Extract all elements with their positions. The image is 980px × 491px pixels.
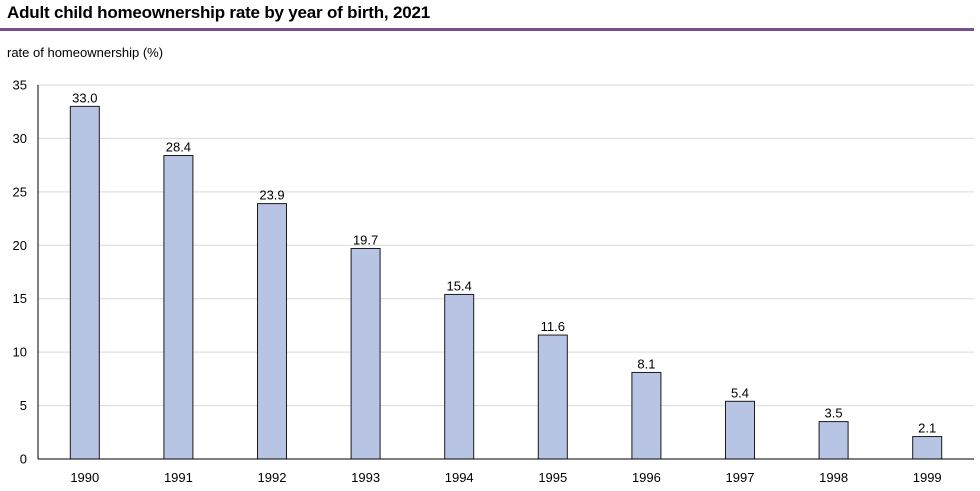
x-axis-ticks: 1990 1991 1992 1993 1994 1995 1996 1997 1998 1999: [70, 470, 941, 485]
bar-1999: [912, 436, 943, 460]
data-label-1993: 19.7: [353, 232, 378, 247]
bar-1996: [631, 371, 662, 460]
x-tick-label-1991: 1991: [164, 470, 193, 485]
x-tick-label-1995: 1995: [538, 470, 567, 485]
bar-1995: [537, 334, 568, 460]
y-tick-label-10: 10: [13, 345, 27, 360]
x-tick-label-1992: 1992: [258, 470, 287, 485]
y-tick-label-15: 15: [13, 291, 27, 306]
bar-1990: [69, 105, 100, 460]
data-labels: 33.0 28.4 23.9 19.7 15.4 11.6 8.1 5.4 3.5 2.1: [72, 90, 936, 435]
bar-1998: [818, 421, 849, 460]
bar-1993: [350, 247, 381, 460]
y-tick-label-25: 25: [13, 184, 27, 199]
y-tick-label-20: 20: [13, 238, 27, 253]
x-tick-label-1997: 1997: [726, 470, 755, 485]
bar-1997: [725, 400, 755, 460]
data-label-1994: 15.4: [447, 278, 472, 293]
x-tick-label-1994: 1994: [445, 470, 474, 485]
title-divider: [0, 28, 974, 31]
y-axis-label: rate of homeownership (%): [7, 45, 164, 60]
axes: [37, 85, 974, 460]
x-tick-label-1993: 1993: [351, 470, 380, 485]
bar-1992: [257, 203, 287, 460]
data-label-1992: 23.9: [259, 188, 284, 203]
data-label-1996: 8.1: [637, 356, 655, 371]
data-label-1999: 2.1: [918, 421, 936, 436]
chart-title: Adult child homeownership rate by year o…: [7, 3, 430, 22]
y-tick-label-0: 0: [20, 452, 27, 467]
x-tick-label-1998: 1998: [819, 470, 848, 485]
data-label-1998: 3.5: [825, 406, 843, 421]
y-tick-label-30: 30: [13, 131, 27, 146]
x-tick-label-1999: 1999: [913, 470, 942, 485]
x-tick-label-1996: 1996: [632, 470, 661, 485]
data-label-1990: 33.0: [72, 90, 97, 105]
y-axis-ticks: 0 5 10 15 20 25 30 35: [13, 78, 27, 467]
bar-1991: [163, 155, 194, 460]
data-label-1997: 5.4: [731, 385, 749, 400]
x-tick-label-1990: 1990: [70, 470, 99, 485]
bar-1994: [444, 293, 475, 460]
bars: [69, 105, 943, 460]
y-tick-label-35: 35: [13, 78, 27, 93]
gridlines: [38, 84, 974, 407]
y-tick-label-5: 5: [20, 398, 27, 413]
data-label-1991: 28.4: [166, 140, 191, 155]
data-label-1995: 11.6: [541, 319, 565, 334]
